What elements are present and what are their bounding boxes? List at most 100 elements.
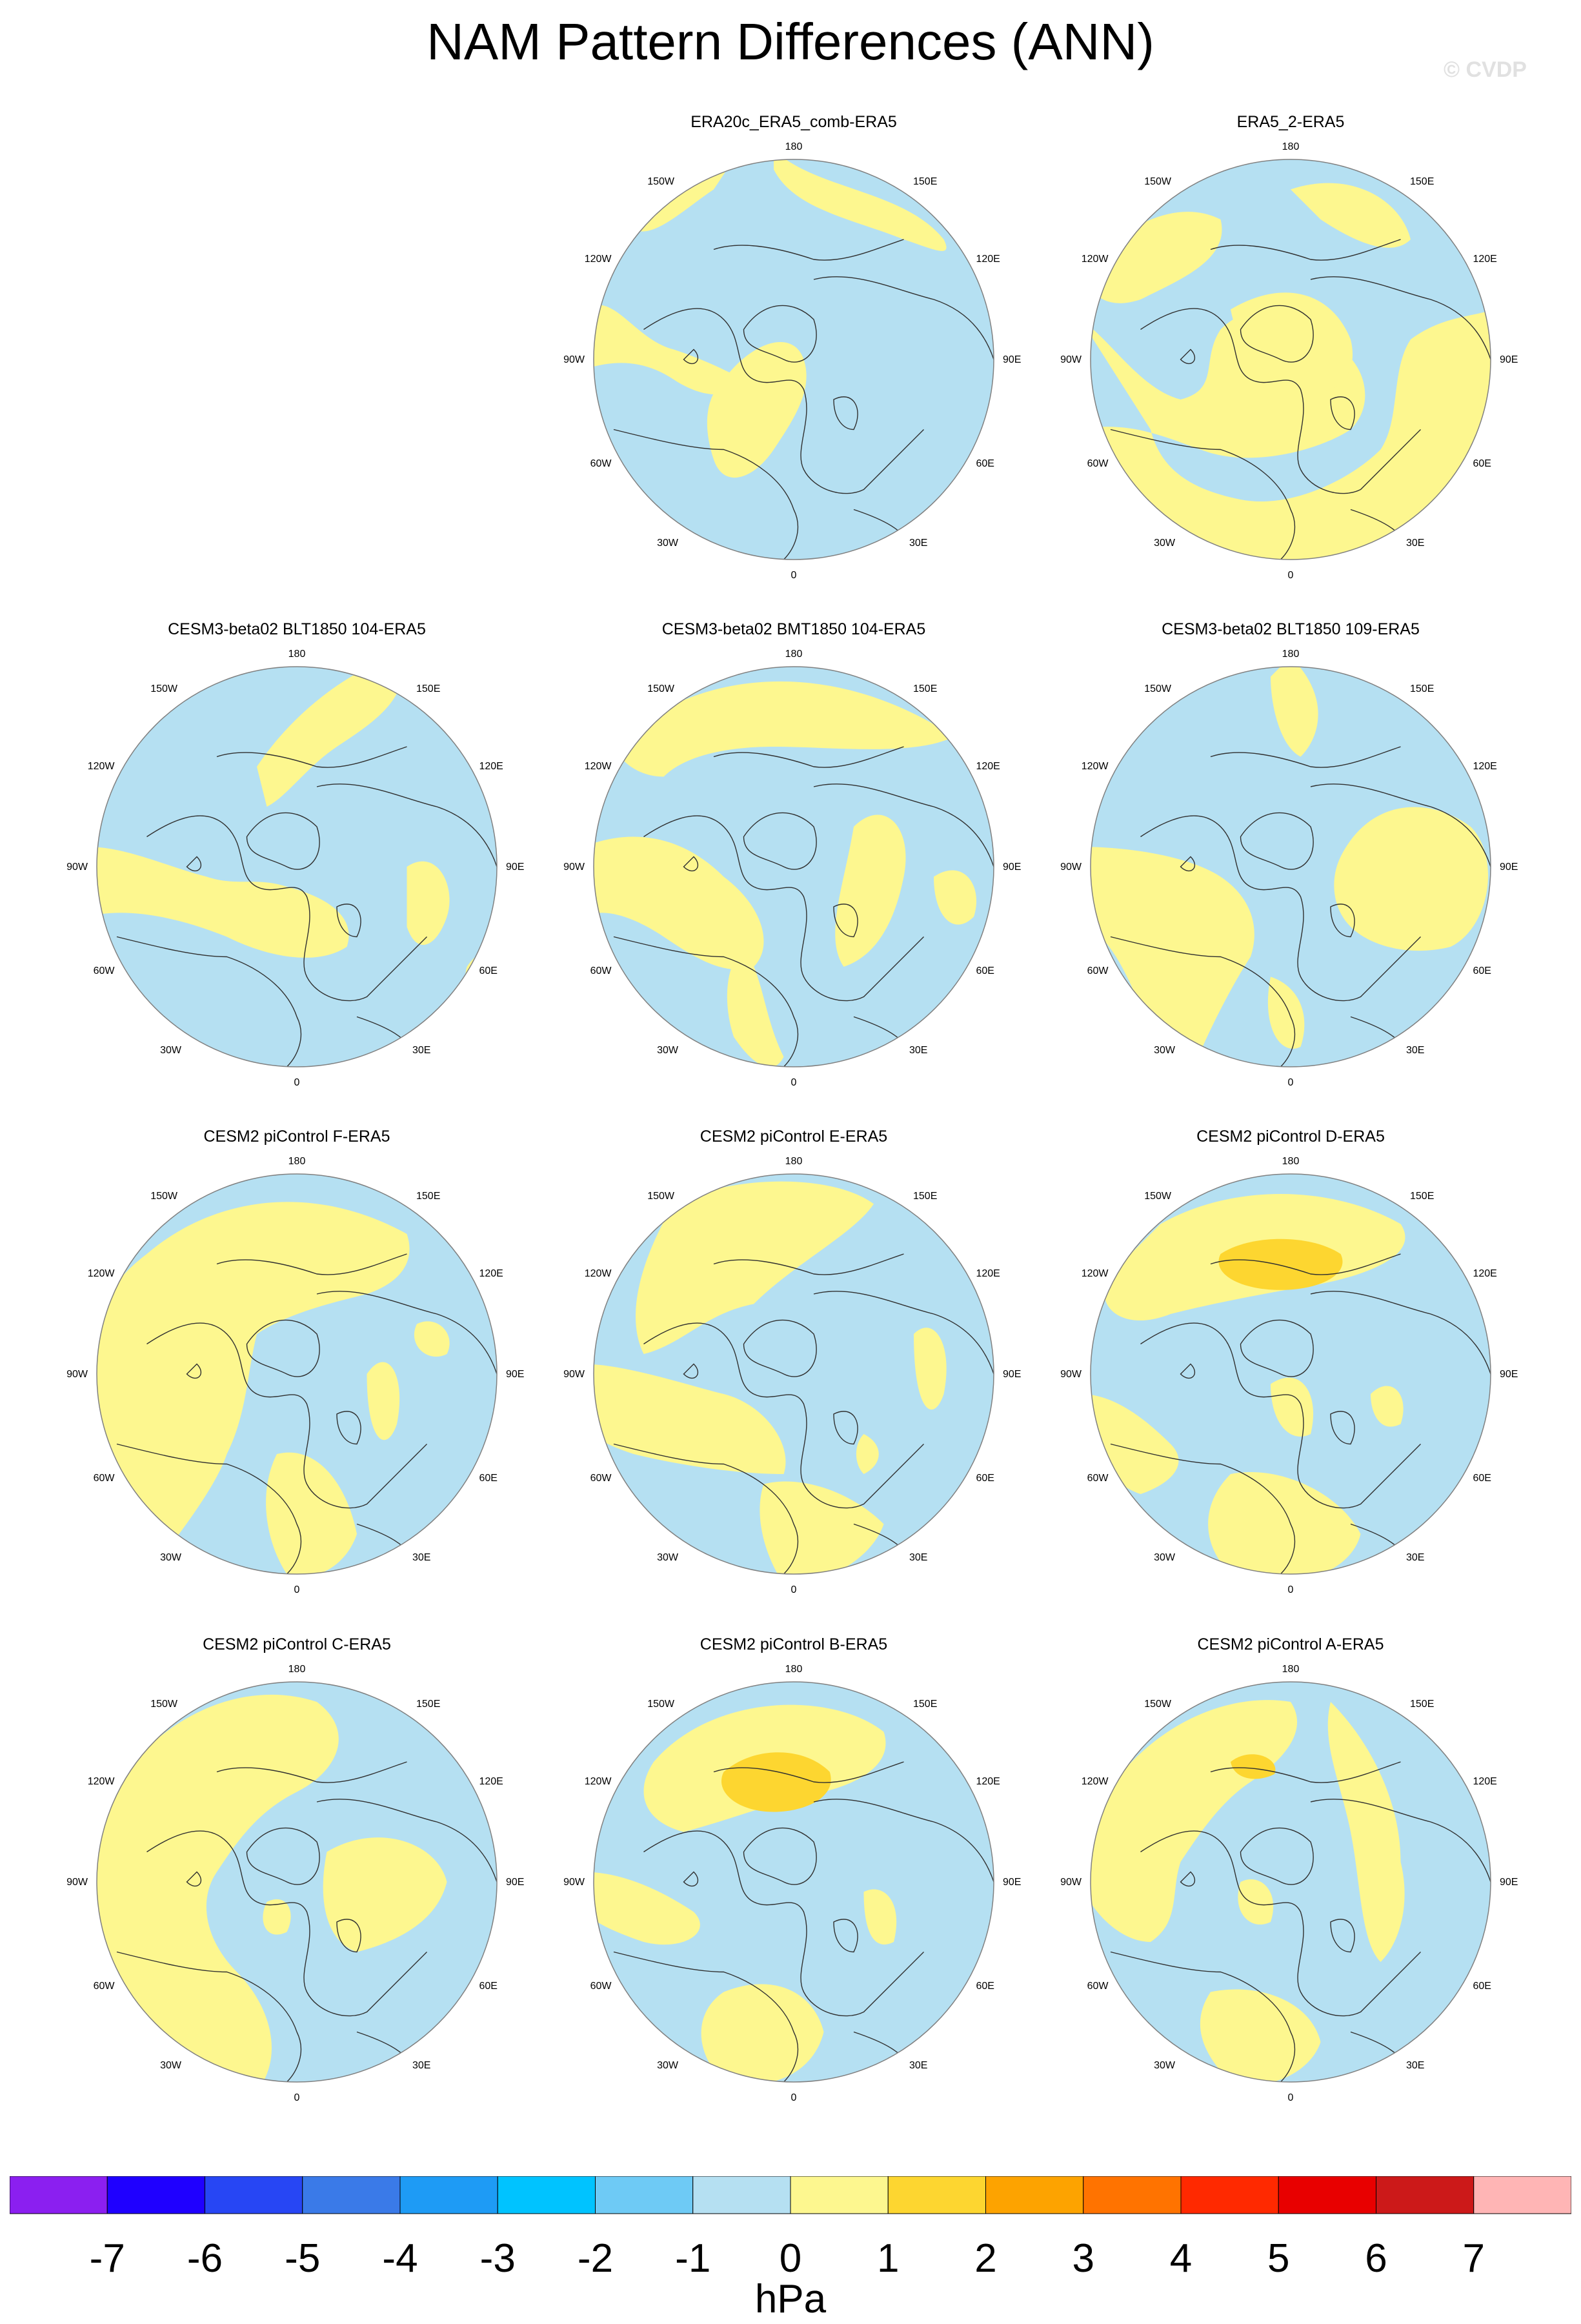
anomaly-contour-0-1 xyxy=(1238,1879,1274,1925)
coastline xyxy=(613,1443,799,1574)
longitude-label: 0 xyxy=(790,1077,797,1088)
coastline xyxy=(743,1827,817,1885)
panel-title: ERA20c_ERA5_comb-ERA5 xyxy=(690,113,897,131)
coastline xyxy=(186,856,202,872)
coastline xyxy=(316,783,497,867)
longitude-label: 120W xyxy=(87,761,115,772)
longitude-label: 60E xyxy=(976,1473,994,1484)
anomaly-contour-0-1 xyxy=(97,1694,339,2082)
colorbar-swatch xyxy=(302,2176,401,2214)
coastline xyxy=(1110,429,1296,560)
coastline xyxy=(743,1319,817,1377)
anomaly-contour-1-2 xyxy=(721,1752,831,1812)
anomaly-contour-0-1 xyxy=(1091,299,1491,560)
longitude-label: 60E xyxy=(1473,1473,1491,1484)
coastline xyxy=(146,1322,427,1509)
colorbar-tick-label: 0 xyxy=(779,2236,802,2281)
longitude-label: 120W xyxy=(1081,254,1109,265)
coastline xyxy=(1140,308,1421,494)
coastline xyxy=(186,1363,202,1379)
longitude-label: 180 xyxy=(288,1664,306,1675)
coastline xyxy=(1210,239,1401,261)
coastline xyxy=(146,815,427,1002)
map-panel: CESM2 piControl C-ERA5 180 0 150W 120W 90W 60W… xyxy=(66,1633,526,2137)
longitude-label: 30W xyxy=(160,1552,181,1564)
coastline xyxy=(813,783,994,867)
panel-title: ERA5_2-ERA5 xyxy=(1236,113,1345,131)
coastline xyxy=(1240,305,1314,363)
anomaly-contour-0-1 xyxy=(1231,292,1353,392)
longitude-label: 60W xyxy=(1087,1981,1109,1992)
coastline xyxy=(713,1253,904,1275)
longitude-label: 150E xyxy=(1410,683,1435,694)
polar-map xyxy=(1090,1681,1491,2083)
coastline xyxy=(246,1319,320,1377)
longitude-label: 90E xyxy=(1500,862,1518,873)
longitude-label: 60E xyxy=(1473,1981,1491,1992)
panel-title: CESM2 piControl C-ERA5 xyxy=(203,1635,391,1653)
colorbar-swatch xyxy=(692,2176,791,2214)
longitude-label: 90W xyxy=(66,1877,88,1888)
longitude-label: 30W xyxy=(160,2060,181,2072)
coastline xyxy=(813,276,994,360)
colorbar-tick-label: 3 xyxy=(1072,2236,1094,2281)
anomaly-contour-0-1 xyxy=(1271,1377,1314,1437)
anomaly-contour-0-1 xyxy=(97,1202,410,1564)
anomaly-contour-0-1 xyxy=(1200,1989,1321,2082)
anomaly-contour-0-1 xyxy=(707,341,807,478)
anomaly-contour-0-1 xyxy=(594,1872,700,1945)
coastline xyxy=(683,1871,699,1887)
map-border xyxy=(1090,159,1491,560)
coastline xyxy=(146,1830,427,2017)
longitude-label: 180 xyxy=(785,1664,803,1675)
longitude-label: 90E xyxy=(1003,862,1022,873)
longitude-label: 150W xyxy=(647,683,674,694)
coastline xyxy=(813,1799,994,1883)
anomaly-contour-1-2 xyxy=(1218,1238,1343,1290)
map-panel: ERA20c_ERA5_comb-ERA5 180 0 150W 120W 90W 60W 3… xyxy=(563,111,1023,614)
longitude-label: 150E xyxy=(416,683,441,694)
longitude-label: 90W xyxy=(563,354,585,365)
longitude-label: 120W xyxy=(584,1268,612,1279)
coastline xyxy=(1310,1799,1491,1883)
colorbar-swatch xyxy=(205,2176,303,2214)
map-panel: CESM2 piControl A-ERA5 180 0 150W 120W 90W 60W… xyxy=(1060,1633,1520,2137)
longitude-label: 150E xyxy=(1410,1698,1435,1710)
longitude-label: 150W xyxy=(647,1698,674,1710)
coastline xyxy=(813,1291,994,1375)
longitude-label: 60W xyxy=(590,1981,612,1992)
longitude-label: 150W xyxy=(150,1190,177,1202)
anomaly-contour-0-1 xyxy=(594,305,744,395)
longitude-label: 150W xyxy=(647,1190,674,1202)
anomaly-contour-0-1 xyxy=(914,1328,947,1410)
coastline xyxy=(713,1761,904,1783)
polar-map xyxy=(96,666,498,1067)
coastline xyxy=(1110,1951,1296,2082)
longitude-label: 90E xyxy=(506,862,525,873)
longitude-label: 90E xyxy=(506,1877,525,1888)
longitude-label: 150E xyxy=(913,683,938,694)
colorbar-swatch xyxy=(887,2176,986,2214)
longitude-label: 150W xyxy=(1144,683,1171,694)
colorbar-tick-label: 5 xyxy=(1267,2236,1290,2281)
coastline xyxy=(336,904,361,938)
longitude-label: 120W xyxy=(1081,1776,1109,1787)
coastline xyxy=(613,936,799,1067)
longitude-label: 180 xyxy=(288,1156,306,1167)
anomaly-contour-0-1 xyxy=(263,1899,291,1935)
colorbar-tick-label: -3 xyxy=(479,2236,516,2281)
longitude-label: 60W xyxy=(590,965,612,976)
longitude-label: 120E xyxy=(1473,761,1497,772)
longitude-label: 90W xyxy=(1060,1369,1082,1380)
longitude-label: 120E xyxy=(976,1268,1000,1279)
longitude-label: 60E xyxy=(1473,458,1491,469)
colorbar-tick-label: -7 xyxy=(89,2236,125,2281)
coastline xyxy=(1330,904,1355,938)
map-border xyxy=(96,1681,498,2083)
page-title: NAM Pattern Differences (ANN) xyxy=(427,13,1154,70)
longitude-label: 0 xyxy=(294,1584,300,1595)
colorbar-tick-label: 7 xyxy=(1462,2236,1485,2281)
polar-map xyxy=(593,159,994,560)
longitude-label: 60E xyxy=(976,458,994,469)
anomaly-contour-0-1 xyxy=(1271,667,1318,757)
